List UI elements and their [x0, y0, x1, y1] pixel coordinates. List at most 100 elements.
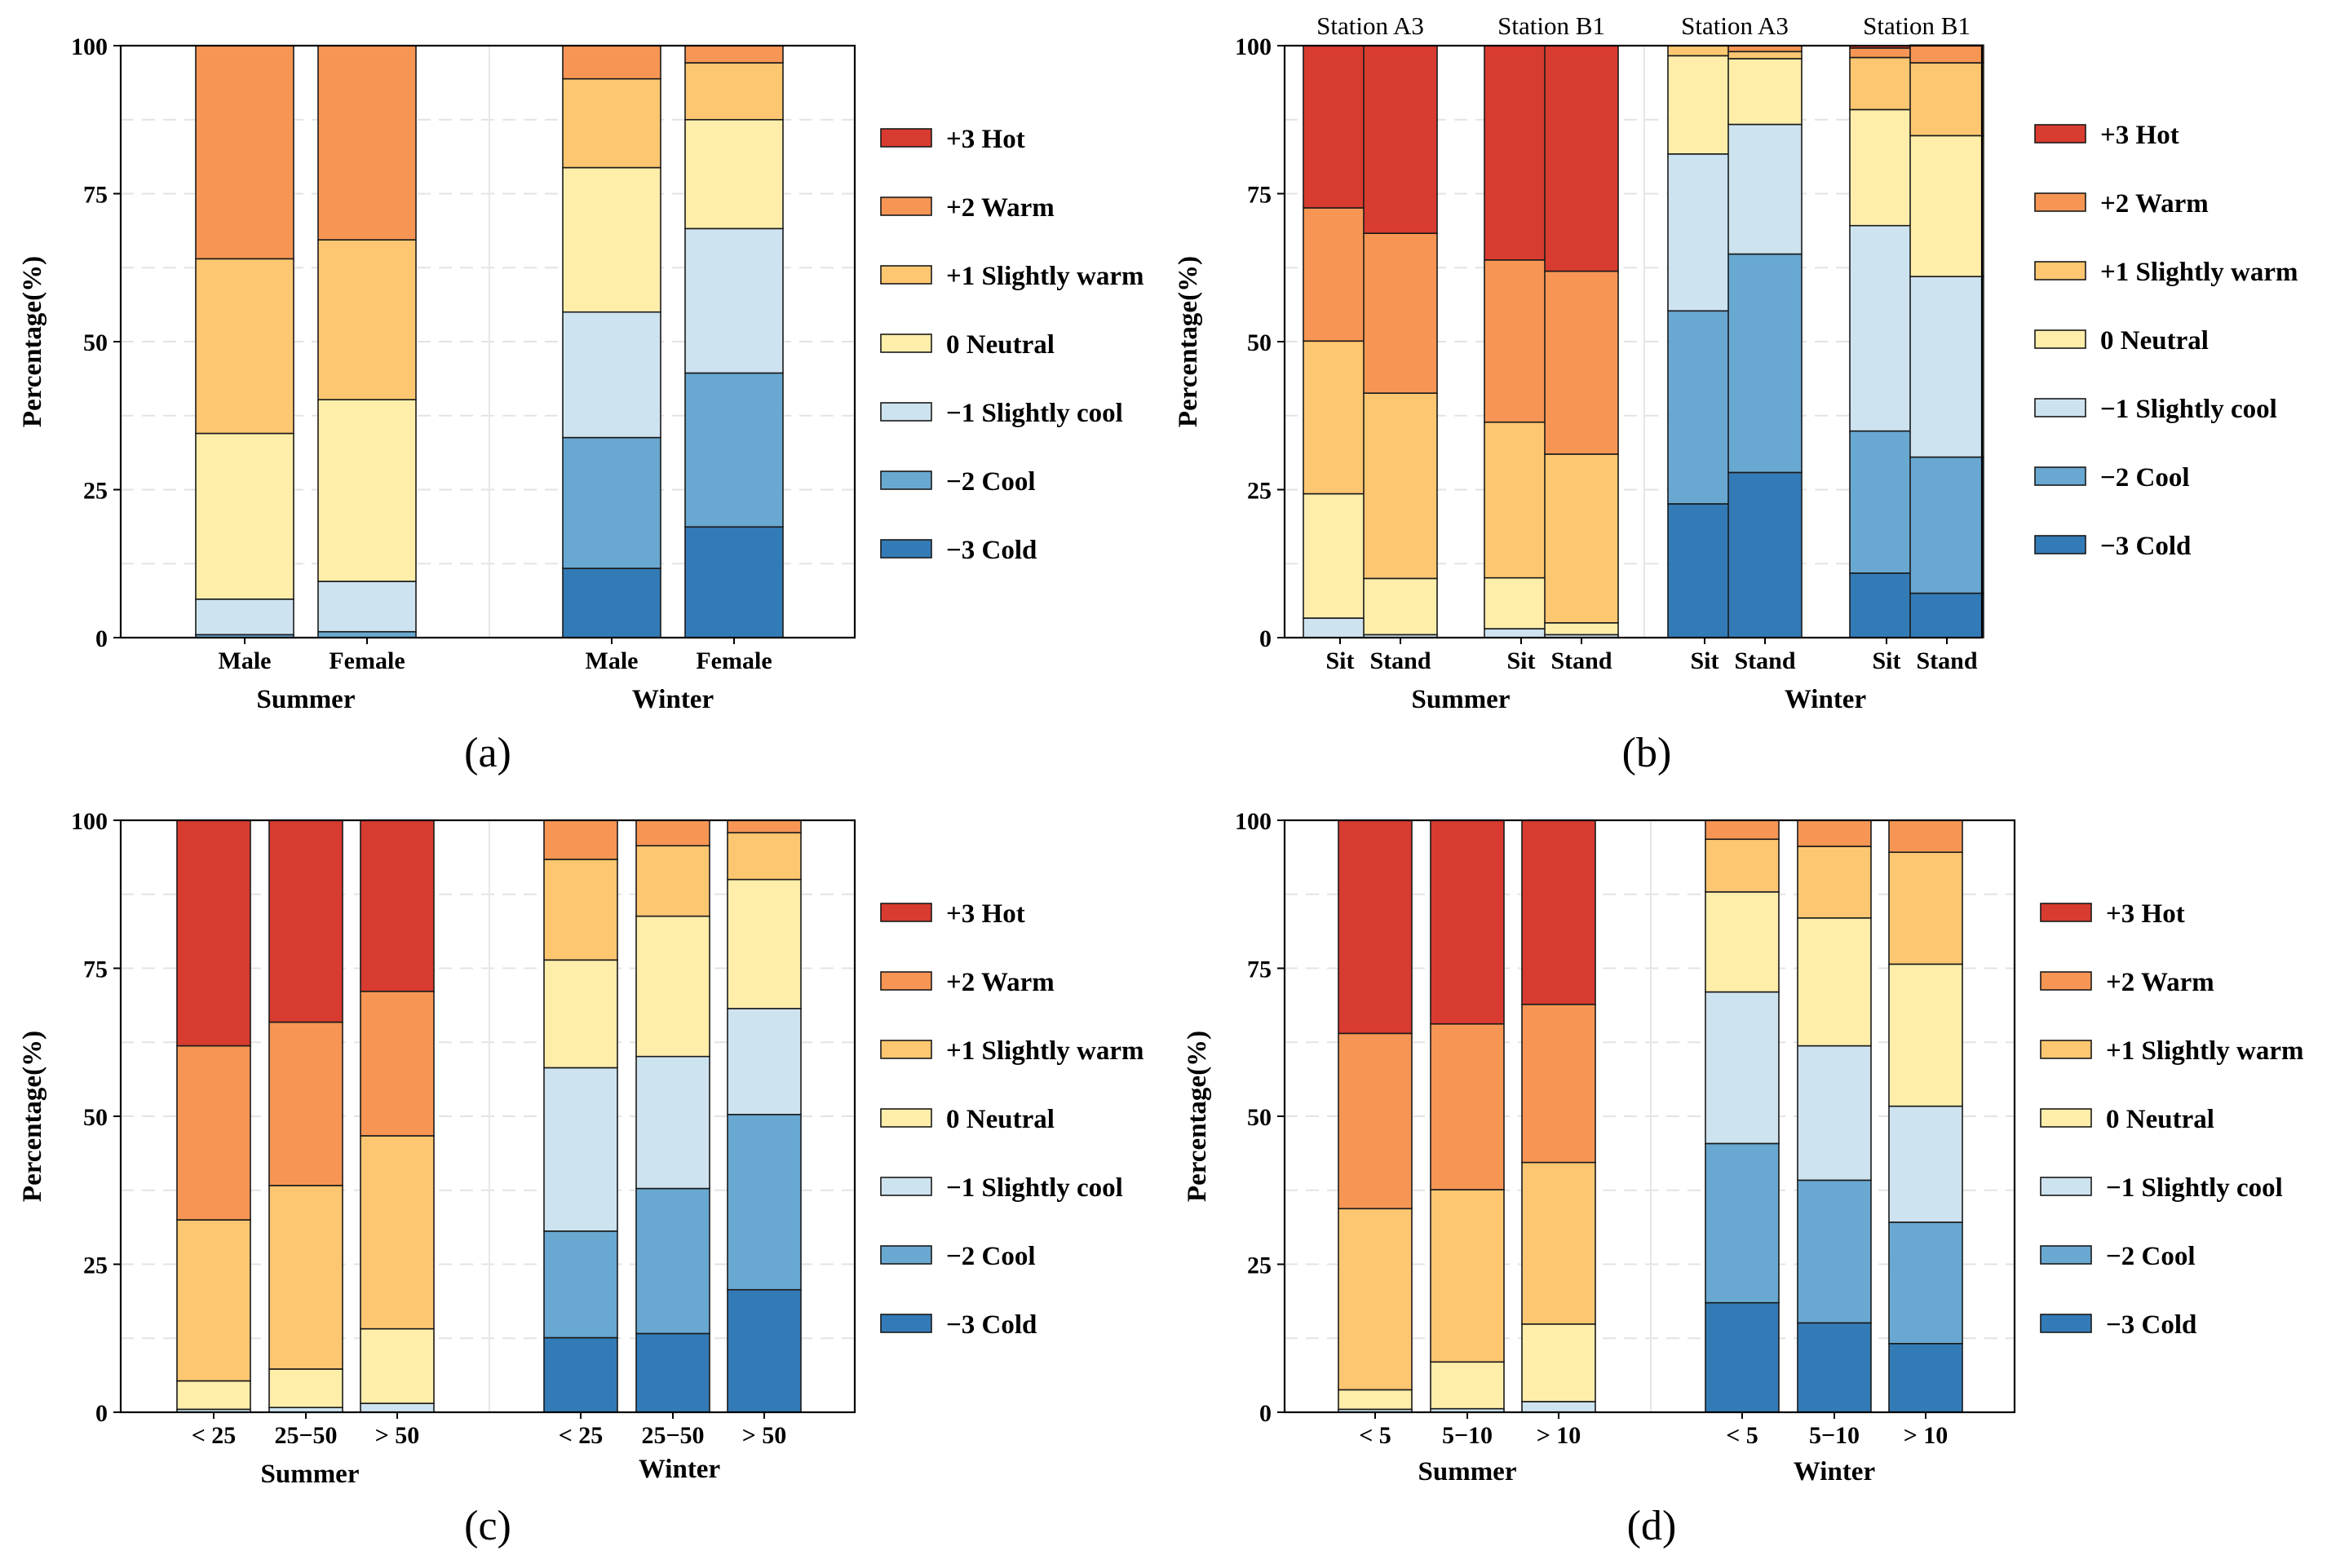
legend-swatch [2034, 124, 2086, 144]
bar-segment-Stand-summer-s3 [1363, 577, 1438, 636]
legend-swatch [2040, 1177, 2092, 1196]
x-tick-label: Sit [1690, 647, 1719, 674]
legend-swatch [880, 1108, 932, 1128]
panel-label: (d) [1627, 1503, 1677, 1549]
bar-segment-Male-winter-s3 [562, 166, 661, 313]
legend-swatch [880, 333, 932, 353]
legend-swatch [2040, 1040, 2092, 1059]
y-tick-label: 25 [83, 478, 108, 505]
panel-a: Male Female Male Female 0 25 50 75 100 Percentage… [18, 33, 1143, 776]
legend: +3 Hot +2 Warm +1 Slightly warm 0 Neutral −… [880, 899, 1143, 1340]
legend-label: 0 Neutral [946, 330, 1055, 360]
bar-segment-2550-winter-s5 [635, 819, 710, 847]
panel-label: (c) [464, 1503, 511, 1549]
bar-segment-Female-summer-s3 [317, 399, 417, 582]
y-tick-label: 0 [95, 1400, 108, 1427]
bar-segment-5-winter-s1 [1705, 1142, 1780, 1304]
bar-segment-25-summer-s3 [176, 1380, 251, 1411]
bar-segment-50-summer-s5 [360, 991, 435, 1137]
x-tick-label: Stand [1369, 647, 1431, 674]
legend-label: −3 Cold [946, 1310, 1037, 1340]
y-tick-label: 100 [71, 808, 108, 835]
bar-segment-50-winter-s1 [727, 1114, 802, 1291]
bar-segment-510-winter-s3 [1797, 917, 1872, 1047]
x-tick-label: Stand [1916, 647, 1977, 674]
legend-swatch [2040, 971, 2092, 991]
bar-segment-Stand-winter-s5 [1909, 44, 1984, 64]
bar-segment-Stand-summer-s5 [1544, 270, 1619, 455]
bar-segment-25-summer-s4 [176, 1219, 251, 1382]
y-tick-label: 0 [95, 625, 108, 652]
bar-segment-50-winter-s5 [727, 819, 802, 834]
legend-label: −2 Cool [946, 467, 1036, 497]
bar-segment-10-winter-s3 [1888, 963, 1963, 1107]
bar-segment-25-summer-s6 [176, 819, 251, 1047]
bar-segment-25-winter-s5 [543, 819, 618, 860]
legend-swatch [880, 1040, 932, 1059]
bar-segment-50-summer-s3 [360, 1327, 435, 1404]
bar-segment-10-summer-s4 [1521, 1161, 1596, 1325]
bar-segment-50-summer-s2 [360, 1402, 435, 1413]
bar-segment-25-winter-s4 [543, 859, 618, 961]
x-tick-label: Male [219, 647, 272, 674]
x-tick-label: Male [586, 647, 639, 674]
bar-segment-Stand-summer-s5 [1363, 232, 1438, 394]
bar-segment-Female-winter-s1 [684, 372, 784, 528]
group-label-winter: Winter [632, 685, 714, 714]
bar-segment-2550-winter-s1 [635, 1187, 710, 1335]
bar-segment-Male-winter-s1 [562, 436, 661, 569]
bar-segment-25-winter-s2 [543, 1067, 618, 1232]
bar-segment-2550-winter-s0 [635, 1332, 710, 1413]
legend-label: −1 Slightly cool [946, 1173, 1123, 1203]
x-tick-label: 5−10 [1809, 1422, 1860, 1449]
y-axis-label: Percentage(%) [18, 256, 47, 427]
group-label-winter: Winter [1794, 1457, 1875, 1486]
legend-label: 0 Neutral [2106, 1105, 2214, 1134]
x-tick-label: < 5 [1359, 1422, 1391, 1449]
x-tick-label: Sit [1506, 647, 1535, 674]
y-tick-label: 50 [1247, 1104, 1272, 1131]
bar-segment-5-winter-s3 [1705, 891, 1780, 993]
y-tick-label: 100 [71, 33, 108, 60]
bar-segment-10-winter-s5 [1888, 819, 1963, 854]
x-tick-label: 25−50 [274, 1422, 337, 1449]
legend-label: −2 Cool [2100, 463, 2190, 492]
bar-segment-510-winter-s4 [1797, 846, 1872, 919]
bar-segment-Female-summer-s4 [317, 239, 417, 400]
bar-segment-10-summer-s6 [1521, 819, 1596, 1005]
x-tick-label: > 10 [1537, 1422, 1581, 1449]
y-axis-label: Percentage(%) [1174, 256, 1203, 427]
y-tick-label: 75 [1247, 182, 1272, 209]
bar-segment-5-winter-s0 [1705, 1301, 1780, 1413]
legend-label: +2 Warm [946, 968, 1055, 997]
bar-segment-50-summer-s4 [360, 1135, 435, 1330]
bar-segment-10-summer-s2 [1521, 1401, 1596, 1413]
legend: +3 Hot +2 Warm +1 Slightly warm 0 Neutral −… [2034, 121, 2298, 561]
bar-segment-5-summer-s5 [1338, 1032, 1413, 1210]
legend-label: +2 Warm [2106, 968, 2214, 997]
bar-segment-510-winter-s0 [1797, 1322, 1872, 1413]
bar-segment-50-winter-s4 [727, 832, 802, 881]
x-tick-label: Sit [1325, 647, 1354, 674]
legend-label: +1 Slightly warm [946, 262, 1143, 291]
y-tick-label: 50 [83, 329, 108, 356]
bar-segment-Stand-winter-s0 [1727, 471, 1803, 638]
bar-segment-25-winter-s1 [543, 1230, 618, 1339]
bar-segment-Stand-summer-s4 [1544, 453, 1619, 624]
x-tick-label: > 50 [742, 1422, 787, 1449]
bar-segment-510-summer-s3 [1430, 1361, 1505, 1410]
legend-swatch [880, 402, 932, 422]
legend-swatch [2034, 192, 2086, 212]
y-tick-label: 75 [1247, 956, 1272, 983]
y-axis-label: Percentage(%) [18, 1031, 47, 1202]
bar-segment-Female-summer-s5 [317, 45, 417, 241]
legend-label: 0 Neutral [2100, 326, 2209, 356]
bar-segment-Male-summer-s5 [195, 45, 294, 260]
bar-segment-510-winter-s5 [1797, 819, 1872, 847]
bar-segment-Female-winter-s2 [684, 227, 784, 374]
bar-segment-Female-winter-s3 [684, 118, 784, 230]
x-tick-label: 25−50 [641, 1422, 704, 1449]
y-tick-label: 0 [1259, 1400, 1272, 1427]
bar-segment-10-summer-s3 [1521, 1323, 1596, 1402]
bar-segment-2550-summer-s5 [268, 1021, 343, 1186]
